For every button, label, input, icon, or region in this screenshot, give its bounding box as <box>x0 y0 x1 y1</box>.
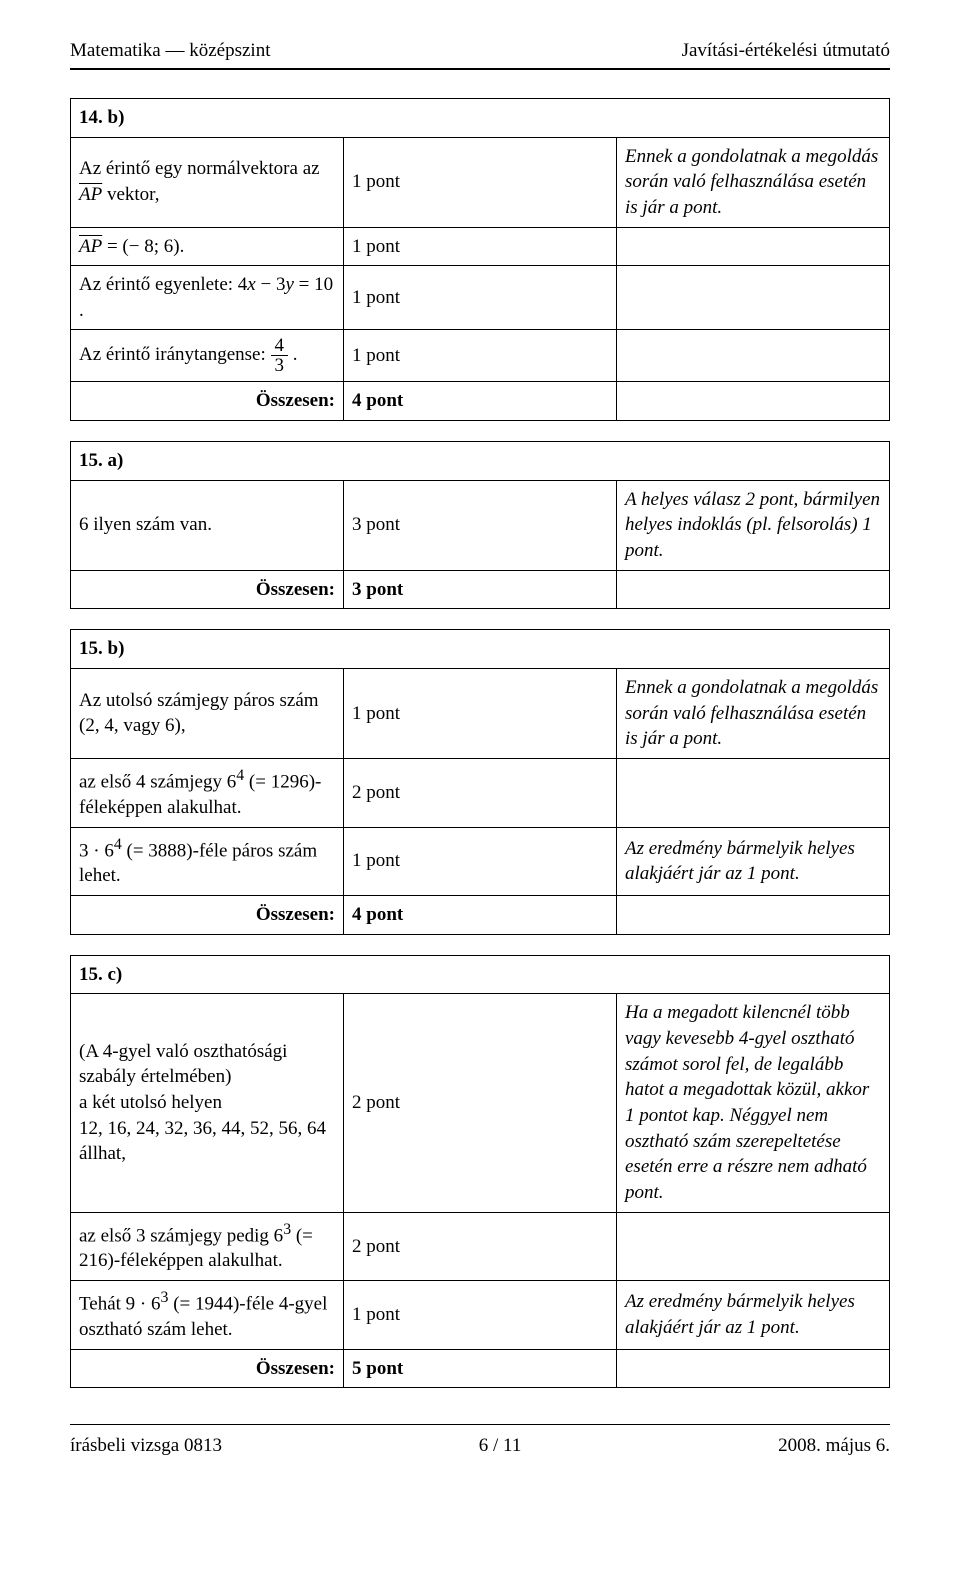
total-label: Összesen: <box>71 1349 344 1388</box>
cell-statement: Az érintő egy normálvektora az AP vektor… <box>71 137 344 227</box>
cell-note: Az eredmény bármelyik helyes alakjáért j… <box>617 827 890 896</box>
cell-note <box>617 227 890 266</box>
cell-note: Az eredmény bármelyik helyes alakjáért j… <box>617 1281 890 1350</box>
cell-statement: Az érintő egyenlete: 4x − 3y = 10 . <box>71 266 344 330</box>
cell-statement: (A 4-gyel való oszthatósági szabály érte… <box>71 994 344 1212</box>
total-label: Összesen: <box>71 896 344 935</box>
cell-note: Ennek a gondolatnak a megoldás során val… <box>617 668 890 758</box>
cell-note <box>617 330 890 382</box>
cell-points: 1 pont <box>344 137 617 227</box>
section-title-15c: 15. c) <box>71 955 890 994</box>
table-row: Az érintő egy normálvektora az AP vektor… <box>71 137 890 227</box>
cell-statement: 6 ilyen szám van. <box>71 480 344 570</box>
page-header: Matematika — középszint Javítási-értékel… <box>70 40 890 62</box>
cell-statement: az első 3 számjegy pedig 63 (= 216)-féle… <box>71 1212 344 1281</box>
cell-statement: Az utolsó számjegy páros szám (2, 4, vag… <box>71 668 344 758</box>
total-points: 5 pont <box>344 1349 617 1388</box>
cell-points: 1 pont <box>344 827 617 896</box>
cell-points: 2 pont <box>344 994 617 1212</box>
cell-note-empty <box>617 896 890 935</box>
header-left: Matematika — középszint <box>70 40 271 62</box>
cell-note <box>617 758 890 827</box>
table-15c: 15. c) (A 4-gyel való oszthatósági szabá… <box>70 955 890 1389</box>
cell-note-empty <box>617 382 890 421</box>
cell-note: A helyes válasz 2 pont, bármilyen helyes… <box>617 480 890 570</box>
cell-note <box>617 1212 890 1281</box>
table-total-row: Összesen: 3 pont <box>71 570 890 609</box>
cell-points: 3 pont <box>344 480 617 570</box>
cell-points: 2 pont <box>344 758 617 827</box>
cell-statement: AP = (− 8; 6). <box>71 227 344 266</box>
cell-points: 1 pont <box>344 330 617 382</box>
total-points: 4 pont <box>344 382 617 421</box>
cell-statement: Tehát 9 · 63 (= 1944)-féle 4-gyel osztha… <box>71 1281 344 1350</box>
cell-statement: 3 · 64 (= 3888)-féle páros szám lehet. <box>71 827 344 896</box>
table-row: AP = (− 8; 6). 1 pont <box>71 227 890 266</box>
table-row: (A 4-gyel való oszthatósági szabály érte… <box>71 994 890 1212</box>
footer-center: 6 / 11 <box>479 1435 522 1457</box>
table-row: 3 · 64 (= 3888)-féle páros szám lehet. 1… <box>71 827 890 896</box>
table-row: Az érintő iránytangense: 43 . 1 pont <box>71 330 890 382</box>
table-row: 6 ilyen szám van. 3 pont A helyes válasz… <box>71 480 890 570</box>
cell-points: 2 pont <box>344 1212 617 1281</box>
table-14b: 14. b) Az érintő egy normálvektora az AP… <box>70 98 890 421</box>
section-title-14b: 14. b) <box>71 99 890 138</box>
page-footer: írásbeli vizsga 0813 6 / 11 2008. május … <box>70 1424 890 1457</box>
cell-note: Ha a megadott kilencnél több vagy kevese… <box>617 994 890 1212</box>
table-row: Az utolsó számjegy páros szám (2, 4, vag… <box>71 668 890 758</box>
cell-note: Ennek a gondolatnak a megoldás során val… <box>617 137 890 227</box>
cell-statement: az első 4 számjegy 64 (= 1296)-féleképpe… <box>71 758 344 827</box>
table-row: az első 3 számjegy pedig 63 (= 216)-féle… <box>71 1212 890 1281</box>
table-row: Tehát 9 · 63 (= 1944)-féle 4-gyel osztha… <box>71 1281 890 1350</box>
table-total-row: Összesen: 4 pont <box>71 382 890 421</box>
table-15a: 15. a) 6 ilyen szám van. 3 pont A helyes… <box>70 441 890 609</box>
table-row: az első 4 számjegy 64 (= 1296)-féleképpe… <box>71 758 890 827</box>
section-title-15a: 15. a) <box>71 442 890 481</box>
footer-right: 2008. május 6. <box>778 1435 890 1457</box>
section-title-15b: 15. b) <box>71 630 890 669</box>
cell-points: 1 pont <box>344 266 617 330</box>
table-15b: 15. b) Az utolsó számjegy páros szám (2,… <box>70 629 890 934</box>
cell-note-empty <box>617 1349 890 1388</box>
cell-points: 1 pont <box>344 668 617 758</box>
cell-points: 1 pont <box>344 1281 617 1350</box>
total-label: Összesen: <box>71 382 344 421</box>
table-row: Az érintő egyenlete: 4x − 3y = 10 . 1 po… <box>71 266 890 330</box>
total-label: Összesen: <box>71 570 344 609</box>
cell-note <box>617 266 890 330</box>
cell-statement: Az érintő iránytangense: 43 . <box>71 330 344 382</box>
table-total-row: Összesen: 4 pont <box>71 896 890 935</box>
footer-left: írásbeli vizsga 0813 <box>70 1435 222 1457</box>
table-total-row: Összesen: 5 pont <box>71 1349 890 1388</box>
cell-note-empty <box>617 570 890 609</box>
header-rule <box>70 68 890 70</box>
header-right: Javítási-értékelési útmutató <box>682 40 890 62</box>
footer-rule <box>70 1424 890 1425</box>
page: Matematika — középszint Javítási-értékel… <box>0 0 960 1487</box>
total-points: 4 pont <box>344 896 617 935</box>
cell-points: 1 pont <box>344 227 617 266</box>
total-points: 3 pont <box>344 570 617 609</box>
